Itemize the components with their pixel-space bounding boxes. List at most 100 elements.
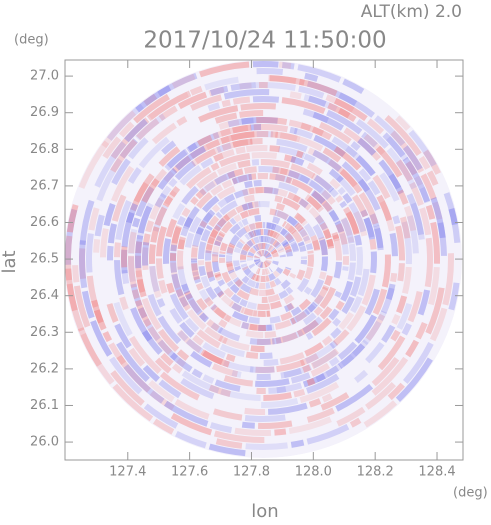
echo-cell: [278, 268, 281, 272]
echo-cell: [245, 169, 257, 171]
echo-cell: [357, 235, 359, 245]
echo-cell: [254, 248, 256, 250]
echo-cell: [275, 280, 279, 283]
echo-cell: [255, 381, 289, 384]
echo-cell: [275, 253, 276, 256]
echo-cell: [181, 237, 183, 249]
echo-cell: [268, 232, 273, 234]
echo-cell: [145, 242, 146, 265]
y-tick-label: 26.9: [30, 105, 59, 120]
echo-cell: [238, 243, 241, 248]
echo-cell: [250, 141, 262, 142]
echo-cell: [89, 234, 91, 273]
echo-cell: [215, 261, 217, 271]
echo-cell: [188, 233, 192, 247]
echo-cell: [322, 272, 324, 279]
echo-cell: [334, 233, 336, 241]
echo-cell: [282, 231, 286, 235]
echo-cell: [269, 276, 274, 278]
y-tick-label: 26.3: [30, 325, 59, 340]
y-axis-label: lat: [0, 250, 20, 273]
echo-cell: [246, 148, 267, 149]
echo-cell: [245, 411, 265, 412]
echo-cell: [288, 305, 293, 308]
echo-cell: [300, 242, 301, 245]
echo-cell: [338, 302, 342, 309]
echo-cell: [272, 250, 273, 251]
echo-cell: [245, 245, 248, 250]
echo-cell: [252, 162, 259, 163]
echo-cell: [248, 305, 257, 307]
echo-cell: [269, 78, 296, 81]
echo-cell: [223, 182, 231, 186]
echo-cell: [290, 94, 301, 96]
echo-cell: [352, 244, 353, 261]
echo-cell: [250, 369, 274, 370]
echo-cell: [189, 145, 196, 149]
echo-cell: [279, 65, 291, 66]
echo-cell: [334, 320, 338, 325]
echo-cell: [271, 134, 278, 135]
echo-cell: [220, 322, 226, 326]
echo-cell: [292, 309, 300, 314]
echo-cell: [236, 149, 245, 151]
radar-echo: [64, 60, 462, 458]
echo-cell: [252, 250, 254, 253]
echo-cell: [393, 233, 395, 256]
echo-cell: [229, 262, 230, 267]
echo-cell: [283, 223, 285, 224]
echo-cell: [246, 236, 248, 238]
echo-cell: [331, 359, 338, 364]
echo-cell: [299, 270, 303, 279]
echo-cell: [194, 263, 197, 279]
echo-cell: [240, 113, 264, 115]
echo-cell: [124, 247, 125, 268]
echo-cell: [243, 190, 263, 193]
echo-cell: [273, 219, 279, 221]
echo-cell: [256, 247, 258, 248]
echo-cell: [258, 423, 292, 426]
echo-cell: [140, 279, 144, 296]
echo-cell: [273, 251, 275, 253]
echo-cell: [270, 319, 280, 321]
echo-cell: [223, 243, 225, 250]
echo-cell: [265, 291, 274, 293]
echo-cell: [201, 242, 203, 259]
echo-cell: [263, 395, 291, 398]
echo-cell: [275, 272, 278, 275]
echo-cell: [237, 267, 238, 270]
echo-cell: [202, 222, 205, 226]
echo-cell: [245, 198, 255, 200]
echo-cell: [250, 226, 255, 228]
x-tick-label: 127.6: [171, 465, 208, 480]
echo-cell: [220, 281, 222, 285]
echo-cell: [302, 247, 303, 252]
echo-cell: [265, 264, 266, 265]
echo-cell: [166, 239, 168, 264]
echo-cell: [232, 373, 241, 375]
echo-cell: [351, 263, 353, 280]
echo-cell: [160, 299, 163, 306]
echo-cell: [275, 261, 276, 264]
echo-cell: [208, 262, 211, 278]
echo-cell: [303, 367, 310, 370]
echo-cell: [209, 227, 211, 230]
echo-cell: [153, 227, 156, 242]
y-tick-label: 26.1: [30, 398, 59, 413]
echo-cell: [171, 180, 176, 186]
echo-cell: [275, 227, 281, 230]
echo-cell: [276, 244, 279, 247]
y-tick-label: 26.5: [30, 252, 59, 267]
echo-cell: [291, 159, 303, 163]
echo-cell: [373, 252, 374, 273]
echo-cell: [250, 253, 251, 256]
echo-cell: [246, 270, 249, 274]
echo-cell: [207, 299, 212, 305]
echo-cell: [244, 264, 245, 266]
echo-cell: [117, 243, 118, 258]
echo-cell: [352, 143, 358, 148]
echo-cell: [267, 239, 269, 240]
echo-cell: [238, 163, 250, 165]
echo-cell: [209, 105, 220, 108]
echo-cell: [275, 198, 282, 200]
